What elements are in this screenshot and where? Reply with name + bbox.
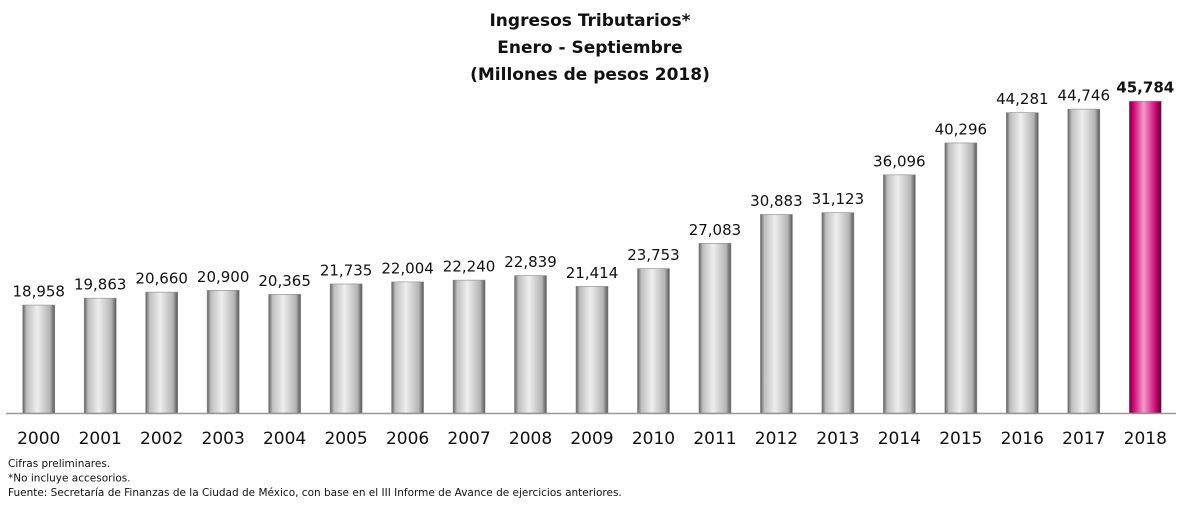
x-tick-label: 2015 bbox=[939, 429, 982, 449]
footnote: Fuente: Secretaría de Finanzas de la Ciu… bbox=[8, 487, 622, 499]
bar bbox=[206, 289, 240, 414]
x-tick-label: 2014 bbox=[878, 429, 921, 449]
value-label: 22,240 bbox=[443, 258, 496, 276]
bar bbox=[944, 142, 978, 414]
bar bbox=[637, 268, 670, 414]
x-tick-label: 2008 bbox=[509, 429, 552, 449]
bar bbox=[1067, 108, 1101, 414]
value-label: 21,735 bbox=[320, 261, 373, 279]
bar bbox=[145, 291, 178, 414]
x-tick-label: 2017 bbox=[1062, 429, 1105, 449]
value-label: 44,281 bbox=[996, 90, 1049, 108]
x-tick-label: 2007 bbox=[447, 429, 490, 449]
value-label: 27,083 bbox=[689, 221, 742, 239]
value-label: 44,746 bbox=[1058, 87, 1111, 105]
x-tick-label: 2000 bbox=[17, 429, 60, 449]
x-tick-label: 2005 bbox=[324, 429, 367, 449]
x-tick-label: 2012 bbox=[755, 429, 798, 449]
bar bbox=[760, 214, 793, 414]
value-label: 18,958 bbox=[12, 283, 65, 301]
x-tick-label: 2004 bbox=[263, 429, 306, 449]
bar bbox=[1128, 100, 1162, 414]
x-tick-label: 2003 bbox=[202, 429, 245, 449]
value-label: 20,365 bbox=[258, 272, 311, 290]
x-tick-label: 2006 bbox=[386, 429, 429, 449]
bar bbox=[452, 279, 486, 414]
bar bbox=[883, 174, 916, 414]
chart-subtitle: Enero - Septiembre bbox=[497, 38, 682, 58]
footnote: *No incluye accesorios. bbox=[8, 473, 131, 485]
value-label: 23,753 bbox=[627, 246, 680, 264]
bar bbox=[329, 283, 363, 414]
value-label: 45,784 bbox=[1116, 79, 1174, 97]
x-tick-label: 2010 bbox=[632, 429, 675, 449]
value-label: 22,004 bbox=[381, 259, 434, 277]
value-label: 20,900 bbox=[197, 268, 250, 286]
x-tick-label: 2011 bbox=[693, 429, 736, 449]
footnote: Cifras preliminares. bbox=[8, 458, 110, 470]
chart-title: Ingresos Tributarios* bbox=[489, 11, 690, 31]
value-label: 36,096 bbox=[873, 152, 926, 170]
value-label: 30,883 bbox=[750, 192, 803, 210]
bar bbox=[575, 286, 609, 414]
bar bbox=[22, 304, 56, 414]
bar bbox=[1006, 112, 1039, 414]
x-tick-label: 2001 bbox=[79, 429, 122, 449]
chart-subtitle: (Millones de pesos 2018) bbox=[470, 65, 710, 85]
bar bbox=[391, 281, 424, 414]
value-label: 40,296 bbox=[935, 120, 988, 138]
bar bbox=[821, 212, 855, 414]
x-tick-label: 2018 bbox=[1124, 429, 1167, 449]
value-label: 22,839 bbox=[504, 253, 557, 271]
value-label: 31,123 bbox=[812, 190, 865, 208]
bar bbox=[698, 243, 732, 414]
bar bbox=[268, 294, 301, 414]
x-tick-label: 2013 bbox=[816, 429, 859, 449]
x-tick-label: 2009 bbox=[570, 429, 613, 449]
value-label: 19,863 bbox=[74, 276, 127, 294]
value-label: 21,414 bbox=[566, 264, 619, 282]
x-tick-label: 2002 bbox=[140, 429, 183, 449]
value-label: 20,660 bbox=[135, 270, 188, 288]
bar bbox=[514, 275, 547, 414]
bar bbox=[83, 297, 117, 414]
x-tick-label: 2016 bbox=[1001, 429, 1044, 449]
